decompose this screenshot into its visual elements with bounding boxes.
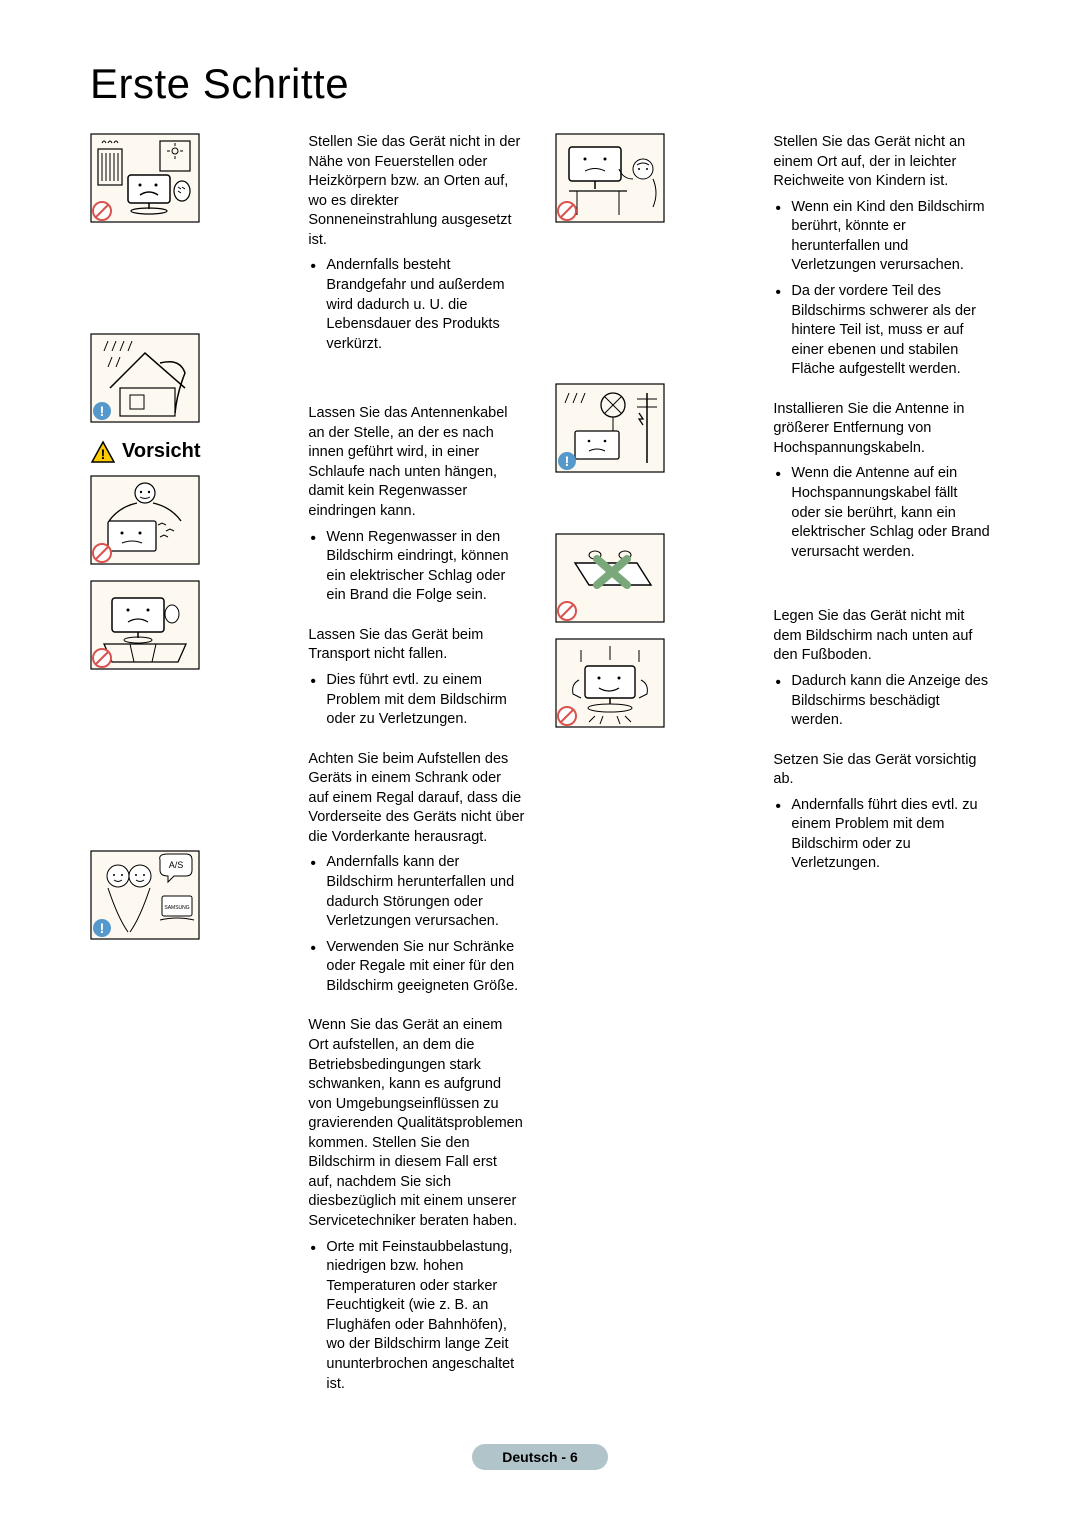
block-transport: Lassen Sie das Gerät beim Transport nich… <box>308 626 525 730</box>
icon-column-right: ! <box>555 133 743 1414</box>
illustration-face-down <box>555 533 665 623</box>
list-item: Da der vordere Teil des Bildschirms schw… <box>791 282 990 380</box>
list-item: Wenn ein Kind den Bildschirm berührt, kö… <box>791 198 990 276</box>
block-heat: Stellen Sie das Gerät nicht in der Nähe … <box>308 133 525 354</box>
block-setdown: Setzen Sie das Gerät vorsichtig ab. Ande… <box>773 751 990 874</box>
para: Legen Sie das Gerät nicht mit dem Bildsc… <box>773 607 990 666</box>
warning-triangle-icon: ! <box>90 440 116 464</box>
svg-text:!: ! <box>100 920 105 936</box>
para: Stellen Sie das Gerät nicht in der Nähe … <box>308 133 525 250</box>
list-item: Wenn die Antenne auf ein Hochspannungska… <box>791 464 990 562</box>
para: Achten Sie beim Aufstellen des Geräts in… <box>308 750 525 848</box>
block-facedown: Legen Sie das Gerät nicht mit dem Bildsc… <box>773 607 990 730</box>
svg-text:!: ! <box>101 446 106 462</box>
block-antenna-cable: Lassen Sie das Antennenkabel an der Stel… <box>308 404 525 606</box>
illustration-service-tech: A/S SAMSUNG ! <box>90 850 200 940</box>
footer-page-label: Deutsch - 6 <box>472 1444 607 1470</box>
illustration-carry-drop <box>90 475 200 565</box>
block-environment: Wenn Sie das Gerät an einem Ort aufstell… <box>308 1016 525 1394</box>
text-column-right: Stellen Sie das Gerät nicht an einem Ort… <box>773 133 990 1414</box>
block-antenna-distance: Installieren Sie die Antenne in größerer… <box>773 400 990 563</box>
para: Wenn Sie das Gerät an einem Ort aufstell… <box>308 1016 525 1231</box>
svg-text:!: ! <box>565 453 570 469</box>
svg-text:A/S: A/S <box>169 860 184 870</box>
page-title: Erste Schritte <box>90 60 990 108</box>
list-item: Andernfalls kann der Bildschirm herunter… <box>326 853 525 931</box>
illustration-child-reach <box>555 133 665 223</box>
list-item: Dadurch kann die Anzeige des Bildschirms… <box>791 672 990 731</box>
list-item: Andernfalls besteht Brandgefahr und auße… <box>326 256 525 354</box>
page-footer: Deutsch - 6 <box>90 1444 990 1470</box>
content-grid: ! ! Vorsicht <box>90 133 990 1414</box>
illustration-set-down <box>555 638 665 728</box>
para: Installieren Sie die Antenne in größerer… <box>773 400 990 459</box>
vorsicht-label: Vorsicht <box>122 438 201 465</box>
list-item: Orte mit Feinstaubbelastung, niedrigen b… <box>326 1238 525 1395</box>
vorsicht-heading: ! Vorsicht <box>90 438 278 465</box>
icon-column-left: ! ! Vorsicht <box>90 133 278 1414</box>
list-item: Dies führt evtl. zu einem Problem mit de… <box>326 671 525 730</box>
para: Setzen Sie das Gerät vorsichtig ab. <box>773 751 990 790</box>
list-item: Wenn Regenwasser in den Bildschirm eindr… <box>326 528 525 606</box>
illustration-heater-sun <box>90 133 200 223</box>
illustration-antenna-powerline: ! <box>555 383 665 473</box>
block-children: Stellen Sie das Gerät nicht an einem Ort… <box>773 133 990 380</box>
block-shelf: Achten Sie beim Aufstellen des Geräts in… <box>308 750 525 997</box>
para: Lassen Sie das Antennenkabel an der Stel… <box>308 404 525 521</box>
list-item: Andernfalls führt dies evtl. zu einem Pr… <box>791 796 990 874</box>
list-item: Verwenden Sie nur Schränke oder Regale m… <box>326 938 525 997</box>
svg-text:SAMSUNG: SAMSUNG <box>164 905 189 911</box>
para: Lassen Sie das Gerät beim Transport nich… <box>308 626 525 665</box>
para: Stellen Sie das Gerät nicht an einem Ort… <box>773 133 990 192</box>
text-column-left: Stellen Sie das Gerät nicht in der Nähe … <box>308 133 525 1414</box>
illustration-shelf-overhang <box>90 580 200 670</box>
illustration-antenna-rain: ! <box>90 333 200 423</box>
svg-text:!: ! <box>100 403 105 419</box>
